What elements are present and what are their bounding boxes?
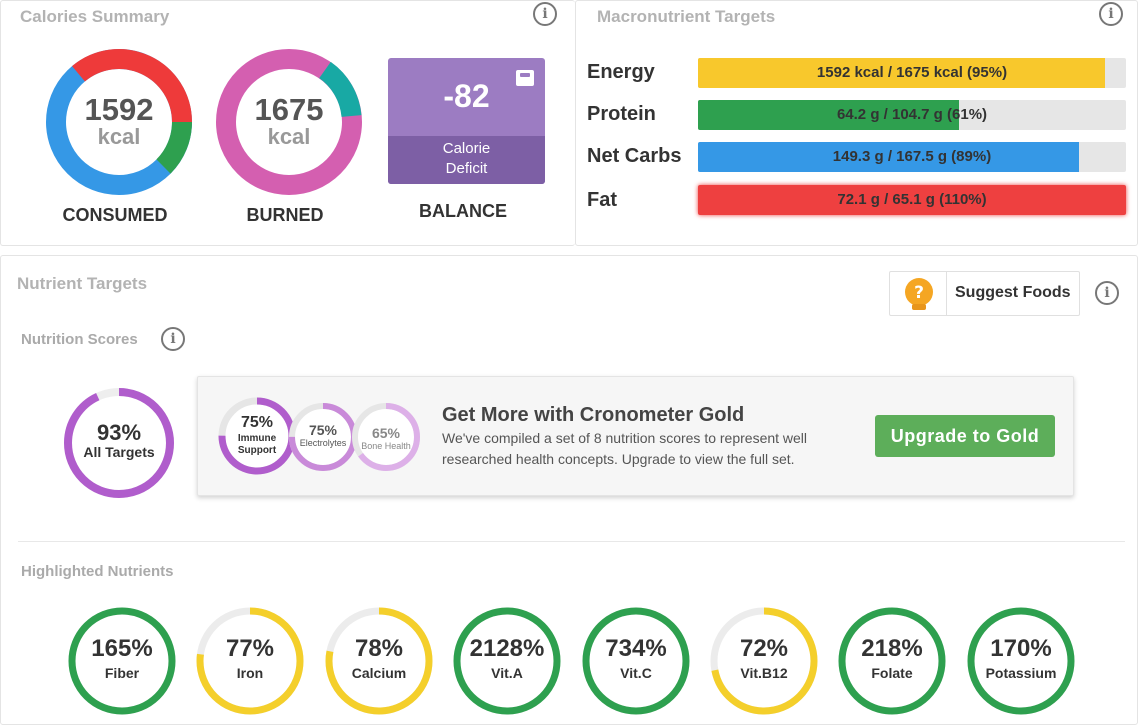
all-targets-ring[interactable]: [62, 386, 176, 500]
svg-text:?: ?: [914, 283, 924, 303]
macro-label-fat: Fat: [587, 189, 617, 211]
nutrient-value: 77%: [225, 635, 275, 662]
balance-sub-line1: Calorie: [442, 140, 491, 157]
all-targets-label: All Targets: [83, 444, 155, 460]
nutrient-value: 72%: [739, 635, 789, 662]
nutrient-value: 734%: [605, 635, 667, 662]
scale-icon: [516, 70, 534, 86]
balance-sub-panel: Calorie Deficit: [388, 136, 545, 184]
burned-segment-teal: [318, 61, 362, 118]
nutrient-ring-vit-b12[interactable]: 72% Vit.B12: [708, 605, 820, 717]
nutrient-ring-vit-c[interactable]: 734% Vit.C: [580, 605, 692, 717]
burned-unit: kcal: [267, 124, 311, 149]
balance-label: BALANCE: [419, 201, 507, 221]
score-immune-label1: Immune: [237, 433, 277, 444]
macro-bar-net-carbs-fill: [698, 142, 1079, 172]
consumed-label: CONSUMED: [62, 205, 168, 225]
nutrient-value: 170%: [990, 635, 1052, 662]
highlighted-nutrients-title: Highlighted Nutrients: [21, 563, 174, 580]
ring: [967, 607, 1075, 715]
info-icon[interactable]: i: [1099, 2, 1123, 26]
suggest-foods-button[interactable]: ? Suggest Foods: [889, 271, 1080, 316]
ring: [710, 607, 818, 715]
score-ring-immune[interactable]: [217, 396, 297, 476]
nutrient-name: Vit.C: [620, 665, 652, 681]
nutrient-ring-potassium[interactable]: 170% Potassium: [965, 605, 1077, 717]
gold-promo-heading: Get More with Cronometer Gold: [442, 404, 745, 426]
macro-bar-net-carbs-text: 149.3 g / 167.5 g (89%): [832, 148, 992, 165]
all-targets-value: 93%: [96, 420, 142, 445]
nutrient-ring-vit-a[interactable]: 2128% Vit.A: [451, 605, 563, 717]
suggest-foods-label: Suggest Foods: [955, 284, 1071, 301]
score-immune-value: 75%: [240, 414, 274, 431]
nutrient-value: 218%: [861, 635, 923, 662]
nutrient-name: Potassium: [985, 665, 1057, 681]
ring: [68, 607, 176, 715]
macro-label-net-carbs: Net Carbs: [587, 145, 682, 167]
ring: [196, 607, 304, 715]
nutrient-ring-iron[interactable]: 77% Iron: [194, 605, 306, 717]
nutrient-value: 78%: [354, 635, 404, 662]
info-icon[interactable]: i: [1095, 281, 1119, 305]
burned-donut[interactable]: [215, 48, 363, 196]
macro-bar-fat-text: 72.1 g / 65.1 g (110%): [837, 191, 987, 208]
info-icon[interactable]: i: [533, 2, 557, 26]
burned-value: 1675: [254, 92, 324, 127]
gold-promo-line2: researched health concepts. Upgrade to v…: [442, 451, 795, 467]
score-electrolytes-label: Electrolytes: [299, 438, 347, 448]
consumed-donut[interactable]: [45, 48, 193, 196]
macro-bar-protein-text: 64.2 g / 104.7 g (61%): [836, 106, 988, 123]
info-icon[interactable]: i: [161, 327, 185, 351]
macro-bar-fat-fill: [698, 185, 1126, 215]
nutrient-name: Vit.B12: [740, 665, 788, 681]
macro-bar-fat[interactable]: 72.1 g / 65.1 g (110%): [698, 185, 1126, 215]
macro-targets-title: Macronutrient Targets: [597, 7, 776, 26]
nutrient-name: Vit.A: [491, 665, 523, 681]
balance-sub-line2: Deficit: [445, 160, 488, 177]
ring: [453, 607, 561, 715]
consumed-segment-green: [156, 121, 192, 174]
ring: [325, 607, 433, 715]
macro-bar-protein[interactable]: 64.2 g / 104.7 g (61%): [698, 100, 1126, 130]
nutrient-ring-fiber[interactable]: 165% Fiber: [66, 605, 178, 717]
nutrient-targets-title: Nutrient Targets: [17, 274, 148, 293]
nutrient-name: Iron: [236, 665, 264, 681]
macro-bar-energy-fill: [698, 58, 1105, 88]
consumed-unit: kcal: [97, 124, 141, 149]
macro-label-protein: Protein: [587, 103, 656, 125]
score-immune-label2: Support: [237, 445, 277, 456]
section-divider: [18, 541, 1125, 542]
nutrient-name: Calcium: [351, 665, 407, 681]
nutrient-ring-folate[interactable]: 218% Folate: [836, 605, 948, 717]
macro-label-energy: Energy: [587, 61, 655, 83]
score-ring-bone-health[interactable]: [350, 401, 422, 473]
nutrition-scores-title: Nutrition Scores: [21, 331, 138, 348]
macro-bar-energy[interactable]: 1592 kcal / 1675 kcal (95%): [698, 58, 1126, 88]
calories-summary-title: Calories Summary: [20, 7, 170, 26]
nutrient-ring-calcium[interactable]: 78% Calcium: [323, 605, 435, 717]
macro-bar-protein-fill: [698, 100, 960, 130]
gold-promo-line1: We've compiled a set of 8 nutrition scor…: [442, 430, 808, 446]
score-electrolytes-value: 75%: [308, 422, 338, 438]
lightbulb-question-icon: ?: [905, 278, 933, 310]
nutrient-name: Fiber: [104, 665, 140, 681]
ring: [838, 607, 946, 715]
nutrient-value: 165%: [91, 635, 153, 662]
nutrient-name: Folate: [871, 665, 913, 681]
consumed-value: 1592: [84, 92, 154, 127]
ring: [582, 607, 690, 715]
upgrade-to-gold-button[interactable]: Upgrade to Gold: [875, 415, 1055, 457]
consumed-segment-red: [72, 49, 192, 123]
macro-bar-energy-text: 1592 kcal / 1675 kcal (95%): [816, 64, 1008, 81]
burned-label: BURNED: [246, 205, 324, 225]
balance-card[interactable]: -82 Calorie Deficit: [388, 58, 545, 184]
suggest-foods-divider: [946, 272, 947, 315]
score-bone-health-value: 65%: [371, 425, 401, 441]
nutrient-value: 2128%: [469, 635, 545, 662]
macro-bar-net-carbs[interactable]: 149.3 g / 167.5 g (89%): [698, 142, 1126, 172]
balance-value: -82: [443, 78, 490, 114]
score-bone-health-label: Bone Health: [361, 441, 411, 451]
